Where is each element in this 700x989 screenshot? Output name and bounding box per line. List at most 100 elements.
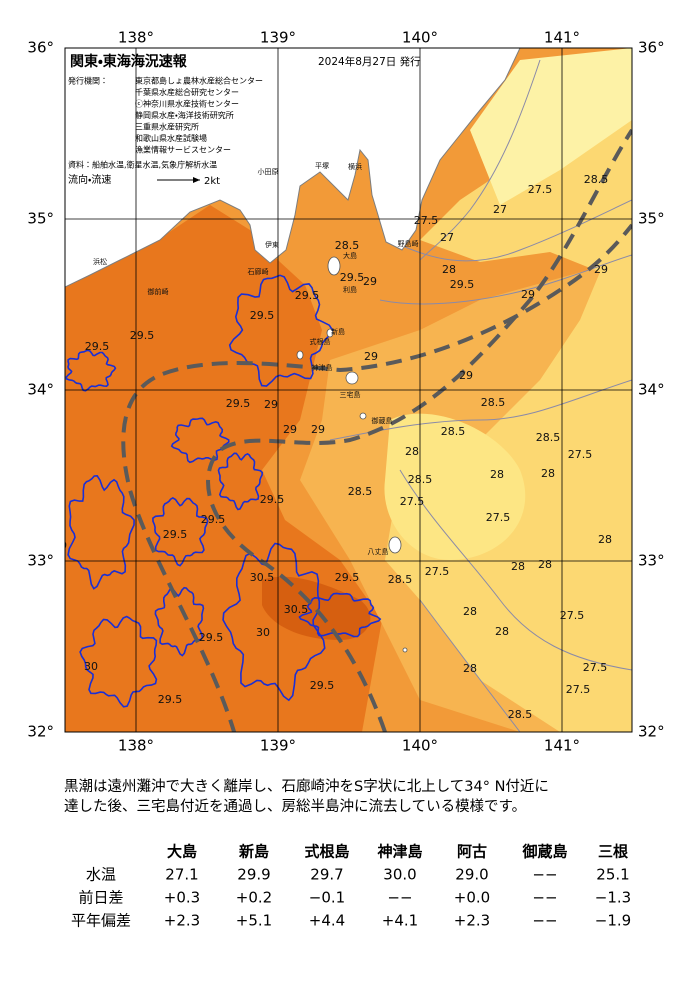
longitude-label: 140° [402, 737, 438, 755]
latitude-label: 35° [27, 210, 54, 228]
place-name: 横浜 [348, 162, 362, 171]
issuer: ⓒ神奈川県水産技術センター [135, 99, 239, 109]
contour-label: 29 [459, 369, 473, 382]
table-cell: +0.2 [236, 889, 272, 907]
place-name: 新島 [331, 327, 345, 336]
contour-label: 29.5 [450, 278, 475, 291]
contour-label: 28.5 [348, 485, 373, 498]
contour-label: 30 [256, 626, 270, 639]
contour-loop [298, 592, 382, 638]
contour-label: 27.5 [400, 495, 425, 508]
contour-label: 29 [311, 423, 325, 436]
map-title: 関東・東海海況速報 [70, 53, 188, 70]
table-header: 新島 [238, 843, 269, 861]
contour-label: 29.5 [163, 528, 188, 541]
place-name: 平塚 [315, 161, 329, 170]
latitude-label: 32° [27, 723, 54, 741]
map-frame [64, 47, 633, 733]
contour-label: 29.5 [340, 271, 365, 284]
issuer: 東京都島しょ農林水産総合センター [135, 76, 263, 86]
source: 資料：船舶水温,衛星水温,気象庁解析水温 [68, 160, 217, 170]
table-cell: 30.0 [383, 866, 416, 884]
table-cell: 29.9 [237, 866, 270, 884]
contour-label: 29 [364, 350, 378, 363]
place-name: 利島 [343, 285, 357, 294]
contour-label: 28 [442, 263, 456, 276]
table-cell: +4.1 [382, 912, 418, 930]
table-header: 神津島 [376, 843, 422, 861]
row-label: 平年偏差 [71, 912, 131, 930]
contour-label: 29.5 [201, 513, 226, 526]
issuer: 三重県水産研究所 [135, 122, 199, 132]
contour-loop [67, 474, 135, 590]
legend-speed: 2kt [204, 176, 220, 187]
kuroshio-axis [121, 128, 632, 732]
contour-label: 28.5 [388, 573, 413, 586]
contour-label: 30.5 [250, 571, 275, 584]
table-cell: −− [532, 912, 557, 930]
longitude-label: 141° [544, 737, 580, 755]
longitude-label: 138° [118, 737, 154, 755]
latitude-label: 34° [638, 381, 665, 399]
contour-label: 27.5 [568, 448, 593, 461]
place-name: 三宅島 [340, 390, 361, 399]
contour-label: 28.5 [584, 173, 609, 186]
table-cell: −− [532, 889, 557, 907]
latitude-label: 36° [27, 39, 54, 57]
table-header: 阿古 [457, 843, 487, 861]
contour-label: 29.5 [295, 289, 320, 302]
issuer: 静岡県水産・海洋技術研究所 [135, 110, 234, 120]
issuer: 和歌山県水産試験場 [135, 133, 207, 143]
contour-loop [65, 349, 117, 392]
contour-label: 28 [490, 468, 504, 481]
table-header: 御蔵島 [521, 843, 567, 861]
table-header: 三根 [598, 843, 629, 861]
contour-label: 29.5 [130, 329, 155, 342]
contour-label: 27.5 [560, 609, 585, 622]
longitude-label: 138° [118, 29, 154, 47]
contour-label: 28.5 [481, 396, 506, 409]
table-cell: +0.0 [454, 889, 490, 907]
hot-spot [262, 576, 371, 640]
contour-loop [222, 542, 326, 702]
contour-label: 27.5 [486, 511, 511, 524]
contour-label: 27 [493, 203, 507, 216]
latitude-label: 35° [638, 210, 665, 228]
cold-zone [470, 48, 632, 205]
place-name: 伊東 [265, 240, 279, 249]
longitude-label: 139° [260, 29, 296, 47]
place-name: 神津島 [312, 363, 333, 372]
contour-label: 29 [363, 275, 377, 288]
place-name: 御前崎 [148, 287, 169, 296]
contour-label: 28.5 [441, 425, 466, 438]
contour-label: 28 [463, 662, 477, 675]
contour-label: 28 [538, 558, 552, 571]
cool-zone [385, 120, 632, 732]
issuers-label: 発行機関： [68, 76, 108, 86]
longitude-label: 141° [544, 29, 580, 47]
graticule [65, 48, 632, 732]
place-name: 式根島 [310, 337, 331, 346]
contour-label: 27.5 [414, 214, 439, 227]
description-line: 黒潮は遠州灘沖で大きく離岸し、石廊崎沖をS字状に北上して34° N付近に [64, 778, 549, 795]
contour-label: 29.5 [260, 493, 285, 506]
table-cell: 29.7 [310, 866, 343, 884]
latitude-label: 33° [638, 552, 665, 570]
row-label: 水温 [86, 866, 116, 884]
legend-label: 流向・流速 [68, 173, 111, 186]
table-cell: +2.3 [454, 912, 490, 930]
place-name: 野島崎 [398, 239, 419, 248]
place-name: 小田原 [258, 167, 279, 176]
latitude-label: 32° [638, 723, 665, 741]
description-line: 達した後、三宅島付近を通過し、房総半島沖に流去している模様です。 [64, 798, 526, 815]
contour-label: 28 [598, 533, 612, 546]
contour-label: 29 [264, 398, 278, 411]
contour-label: 29.5 [310, 679, 335, 692]
table-cell: −− [387, 889, 412, 907]
longitude-label: 139° [260, 737, 296, 755]
contour-label: 28 [495, 625, 509, 638]
contour-label: 29.5 [85, 340, 110, 353]
contour-label: 27.5 [425, 565, 450, 578]
latitude-label: 34° [27, 381, 54, 399]
contour-label: 29.5 [226, 397, 251, 410]
